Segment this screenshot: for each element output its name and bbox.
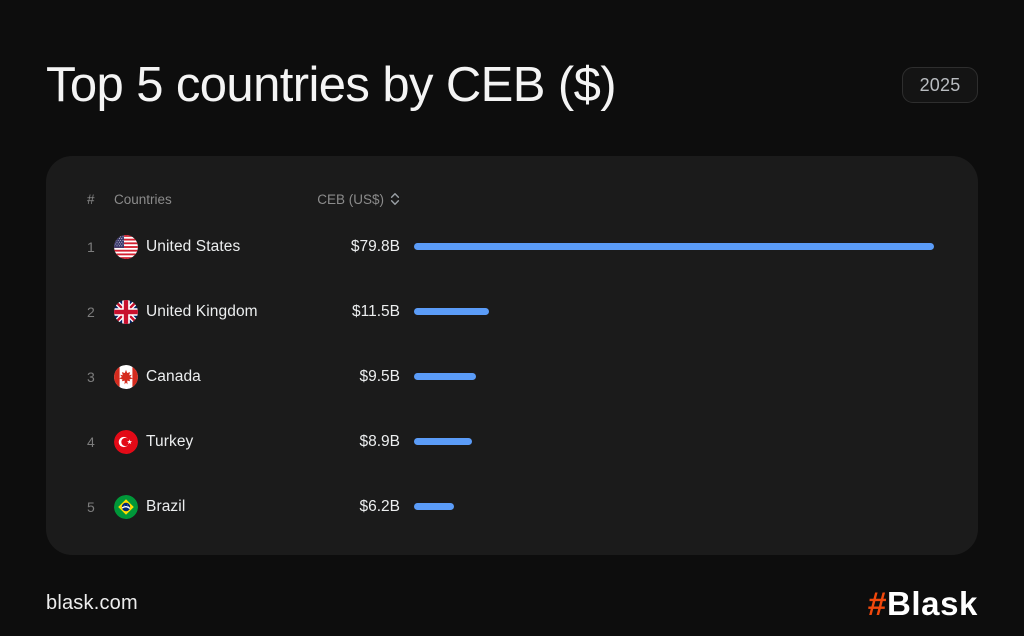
year-filter-badge[interactable]: 2025 <box>902 67 978 103</box>
bar-fill <box>414 243 934 250</box>
row-country: Turkey <box>114 429 300 454</box>
country-name: Canada <box>146 367 201 385</box>
bar-track <box>414 308 934 315</box>
table-row[interactable]: 5 <box>46 474 978 539</box>
country-name: Turkey <box>146 432 194 450</box>
row-value: $6.2B <box>359 497 400 515</box>
row-country: Canada <box>114 364 300 389</box>
table-row[interactable]: 3 Canada $9.5B <box>46 344 978 409</box>
table-row[interactable]: 2 United Kingdom $ <box>46 279 978 344</box>
table-row[interactable]: 1 <box>46 214 978 279</box>
country-name: Brazil <box>146 497 186 515</box>
bar-fill <box>414 438 472 445</box>
flag-united-kingdom-icon <box>114 299 138 324</box>
row-value: $11.5B <box>352 302 400 320</box>
ranking-table-card: # Countries CEB (US$) 1 <box>46 156 978 555</box>
blask-logo: # Blask <box>866 585 978 623</box>
row-rank: 2 <box>87 303 95 320</box>
logo-wordmark: Blask <box>886 585 978 622</box>
flag-turkey-icon <box>114 429 138 454</box>
row-value: $79.8B <box>350 237 400 255</box>
bar-track <box>414 438 934 445</box>
row-rank: 3 <box>87 368 95 385</box>
hash-mark-icon: # <box>866 585 886 622</box>
bar-track <box>414 373 934 380</box>
row-rank: 4 <box>87 433 95 450</box>
column-header-value[interactable]: CEB (US$) <box>300 192 400 207</box>
bar-cell <box>414 308 934 315</box>
row-country: Brazil <box>114 494 300 519</box>
bar-fill <box>414 308 489 315</box>
flag-united-states-icon <box>114 234 138 259</box>
column-header-country: Countries <box>114 191 172 207</box>
chevron-up-down-icon[interactable] <box>390 192 400 206</box>
bar-cell <box>414 438 934 445</box>
table-row[interactable]: 4 Turkey $8.9B <box>46 409 978 474</box>
bar-cell <box>414 243 934 250</box>
bar-cell <box>414 373 934 380</box>
bar-cell <box>414 503 934 510</box>
page-title: Top 5 countries by CEB ($) <box>46 58 617 112</box>
row-country: United States <box>114 234 300 259</box>
row-rank: 5 <box>87 498 95 515</box>
bar-track <box>414 503 934 510</box>
flag-brazil-icon <box>114 494 138 519</box>
year-label: 2025 <box>919 74 961 95</box>
row-value: $9.5B <box>359 367 400 385</box>
website-url[interactable]: blask.com <box>46 592 138 614</box>
bar-fill <box>414 503 455 510</box>
country-name: United States <box>146 237 241 255</box>
column-header-value-label: CEB (US$) <box>317 191 384 207</box>
country-name: United Kingdom <box>146 302 258 320</box>
table-header-row: # Countries CEB (US$) <box>46 184 978 214</box>
column-header-rank: # <box>87 191 95 207</box>
row-rank: 1 <box>87 238 95 255</box>
row-country: United Kingdom <box>114 299 300 324</box>
flag-canada-icon <box>114 364 138 389</box>
bar-fill <box>414 373 476 380</box>
bar-track <box>414 243 934 250</box>
row-value: $8.9B <box>359 432 400 450</box>
